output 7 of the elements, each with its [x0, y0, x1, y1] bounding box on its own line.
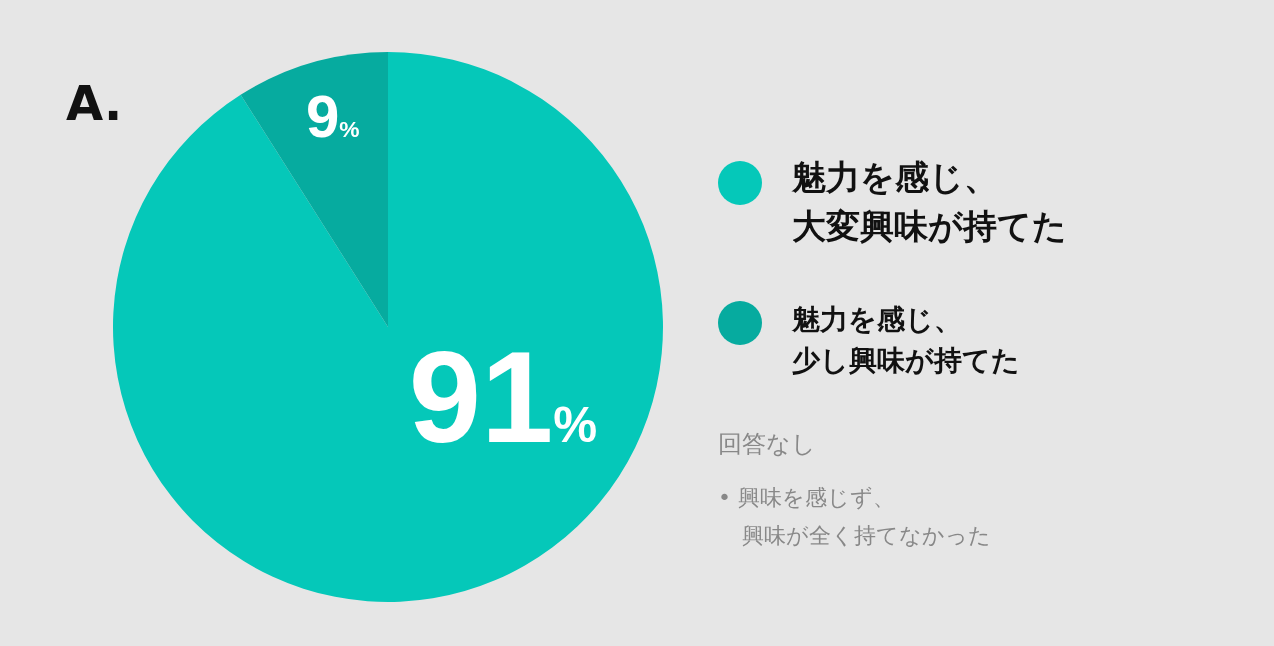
text: • 興味を感じず、興味が全く持てなかった — [718, 485, 991, 548]
legend-label: 魅力を感じ、少し興味が持てた — [791, 303, 1020, 377]
data-label: 9% — [305, 82, 360, 150]
text: A. — [66, 75, 123, 131]
data-label: 91% — [408, 324, 598, 470]
text: 回答なし — [718, 430, 816, 458]
legend-label: 魅力を感じ、大変興味が持てた — [791, 157, 1067, 247]
